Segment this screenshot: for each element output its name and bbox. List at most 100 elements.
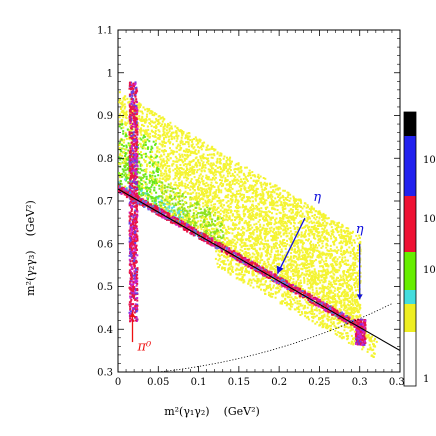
- event-point: [343, 295, 346, 297]
- event-point: [139, 110, 142, 113]
- event-point: [354, 310, 357, 313]
- event-point: [139, 188, 142, 191]
- event-point: [268, 201, 271, 204]
- event-point: [186, 214, 189, 217]
- event-point: [345, 312, 348, 315]
- event-point: [238, 221, 241, 223]
- event-point: [122, 113, 125, 116]
- event-point: [228, 183, 231, 186]
- event-point: [322, 268, 325, 271]
- event-point: [330, 270, 333, 273]
- event-point: [233, 216, 236, 219]
- event-point: [279, 240, 282, 243]
- event-point: [332, 264, 335, 267]
- event-point: [313, 273, 316, 276]
- event-point: [197, 151, 200, 154]
- event-point: [167, 209, 170, 212]
- event-point: [308, 251, 311, 254]
- event-point: [245, 239, 248, 242]
- event-point: [141, 124, 143, 127]
- event-point: [119, 152, 122, 155]
- event-point: [197, 197, 200, 200]
- event-point: [172, 131, 175, 134]
- event-point: [151, 176, 154, 179]
- event-point: [119, 153, 121, 156]
- event-point: [184, 201, 187, 203]
- event-point: [247, 199, 250, 202]
- event-point: [345, 275, 348, 278]
- event-point: [303, 276, 305, 279]
- event-point: [352, 272, 355, 275]
- event-point: [140, 145, 143, 148]
- event-point: [187, 151, 189, 153]
- event-point: [220, 191, 223, 194]
- event-point: [177, 202, 180, 205]
- event-point: [175, 165, 178, 168]
- event-point: [304, 259, 307, 262]
- event-point: [290, 217, 293, 220]
- event-point: [192, 222, 195, 225]
- event-point: [201, 193, 204, 196]
- event-point: [286, 191, 289, 194]
- event-point: [332, 259, 335, 262]
- event-point: [173, 136, 176, 139]
- event-point: [226, 215, 228, 218]
- event-point: [269, 267, 272, 270]
- event-point: [153, 112, 156, 115]
- event-point: [121, 154, 124, 157]
- event-point: [341, 242, 344, 245]
- event-point: [220, 182, 223, 184]
- event-point: [145, 178, 148, 180]
- event-point: [200, 169, 203, 172]
- event-point: [299, 210, 302, 213]
- event-point: [279, 253, 282, 256]
- event-point: [294, 216, 297, 219]
- event-point: [184, 176, 187, 179]
- event-point: [292, 206, 295, 208]
- event-point: [333, 243, 336, 246]
- event-point: [209, 178, 212, 181]
- event-point: [186, 167, 188, 170]
- event-point: [192, 208, 195, 211]
- event-point: [328, 233, 330, 236]
- event-point: [325, 243, 328, 246]
- event-point: [206, 201, 209, 204]
- event-point: [216, 208, 218, 211]
- event-point: [175, 164, 178, 167]
- event-point: [283, 215, 286, 218]
- event-point: [272, 237, 275, 240]
- event-point: [152, 140, 155, 143]
- event-point: [275, 226, 278, 229]
- event-point: [309, 255, 312, 258]
- event-point: [258, 237, 261, 240]
- event-point: [215, 164, 217, 167]
- event-point: [206, 144, 209, 147]
- event-point: [218, 221, 221, 224]
- event-point: [354, 255, 357, 258]
- event-point: [184, 150, 187, 153]
- event-point: [272, 245, 275, 248]
- event-point: [275, 239, 278, 242]
- event-point: [289, 216, 292, 219]
- event-point: [208, 208, 211, 211]
- event-point: [216, 217, 219, 220]
- event-point: [322, 215, 325, 218]
- event-point: [254, 256, 257, 259]
- event-point: [170, 125, 173, 128]
- event-point: [225, 201, 228, 204]
- event-point: [190, 178, 193, 181]
- event-point: [144, 130, 147, 133]
- event-point: [230, 246, 233, 249]
- event-point: [136, 184, 139, 187]
- event-point: [192, 203, 195, 206]
- event-point: [125, 162, 128, 165]
- event-point: [244, 245, 247, 248]
- event-point: [205, 181, 208, 184]
- event-point: [211, 235, 214, 238]
- event-point: [254, 184, 257, 187]
- event-point: [307, 290, 310, 293]
- event-point: [168, 193, 171, 196]
- event-point: [201, 154, 204, 157]
- event-point: [274, 259, 277, 262]
- event-point: [178, 158, 181, 161]
